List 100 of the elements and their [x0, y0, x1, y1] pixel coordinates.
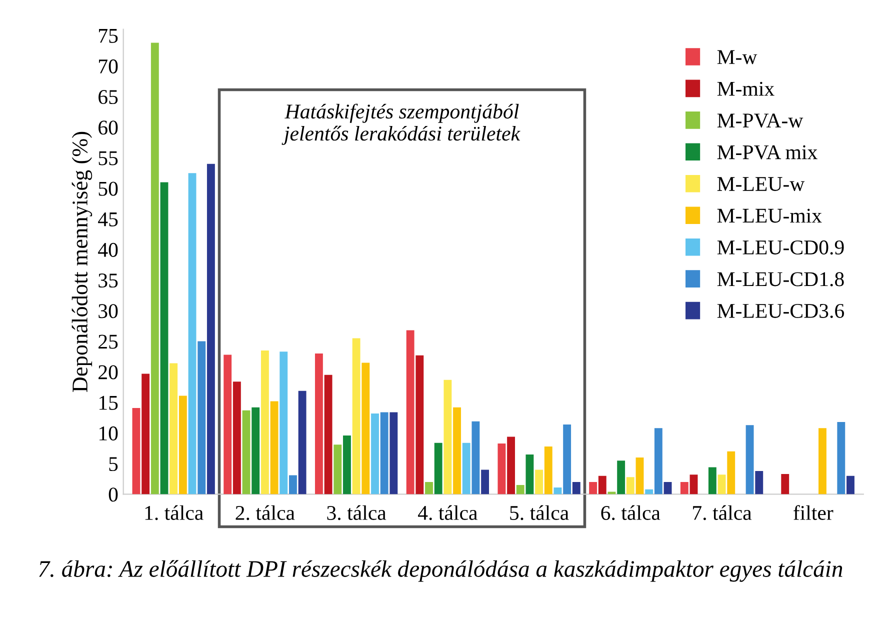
- bar: [755, 470, 764, 494]
- bar: [132, 408, 140, 494]
- bar: [781, 474, 790, 494]
- bar: [416, 355, 424, 494]
- bar: [690, 474, 698, 494]
- y-tick-label: 5: [109, 457, 118, 472]
- bar: [481, 470, 490, 494]
- bar: [680, 482, 688, 494]
- bar: [406, 330, 414, 494]
- x-tick-label: 4. tálca: [418, 505, 478, 520]
- bar: [425, 482, 433, 494]
- bar: [727, 451, 736, 494]
- bar: [334, 444, 342, 494]
- bar: [846, 476, 854, 494]
- bar: [645, 489, 654, 494]
- bar: [718, 474, 726, 494]
- x-tick-label: 3. tálca: [327, 505, 386, 520]
- x-tick-label: 7. tálca: [693, 505, 752, 520]
- bar: [617, 460, 626, 494]
- y-tick-label: 75: [99, 29, 118, 43]
- bar: [563, 424, 572, 494]
- legend-label: M-w: [717, 50, 758, 64]
- bar: [708, 467, 716, 494]
- bar: [324, 374, 332, 494]
- y-tick-label: 10: [99, 426, 118, 440]
- bar: [242, 410, 250, 494]
- bar: [142, 374, 150, 494]
- bar: [160, 182, 168, 494]
- y-tick-label: 20: [98, 365, 118, 380]
- bar: [390, 412, 398, 494]
- bar: [516, 485, 524, 494]
- bar: [589, 482, 598, 494]
- bar: [188, 173, 196, 494]
- bar: [837, 422, 846, 494]
- bar: [636, 458, 644, 494]
- y-tick-label: 35: [98, 274, 118, 288]
- bar: [472, 421, 480, 494]
- annotation: Hatáskifejtés szempontjából jelentős lerakódási területek: [282, 104, 520, 145]
- bar: [626, 477, 634, 494]
- bar: [314, 354, 323, 494]
- legend-label: M-LEU-CD0.9: [717, 240, 844, 255]
- legend-label: M-LEU-CD1.8: [717, 272, 844, 286]
- bar: [343, 435, 351, 494]
- bar: [371, 413, 379, 494]
- bar: [170, 363, 178, 494]
- legend-label: M-LEU-mix: [717, 208, 822, 223]
- bar: [206, 164, 215, 494]
- legend-label: M-PVA-w: [717, 114, 804, 128]
- y-tick-label: 40: [98, 242, 118, 257]
- bar: [232, 382, 241, 494]
- bar: [598, 476, 606, 494]
- y-tick-label: 25: [98, 334, 118, 349]
- x-tick-label: filter: [794, 505, 834, 520]
- bar: [654, 428, 662, 494]
- bar: [362, 362, 370, 494]
- bar: [572, 482, 580, 494]
- legend-label: M-LEU-w: [717, 177, 805, 192]
- x-tick-label: 1. tálca: [145, 505, 204, 520]
- bar: [746, 425, 754, 494]
- bar: [453, 407, 461, 494]
- y-tick-label: 45: [98, 212, 118, 226]
- bar: [298, 390, 306, 494]
- legend-label: M-LEU-CD3.6: [717, 304, 844, 318]
- y-axis-title: Deponálódott mennyiség (%): [72, 132, 92, 392]
- bar: [150, 42, 159, 494]
- y-tick-label: 0: [108, 488, 118, 502]
- bar: [554, 487, 562, 494]
- bar: [818, 428, 826, 494]
- bar: [198, 341, 206, 494]
- legend-label: M-PVA mix: [717, 145, 818, 160]
- bar: [434, 442, 442, 494]
- bar: [252, 407, 260, 494]
- bar: [289, 475, 297, 494]
- bar: [444, 380, 452, 494]
- bar: [352, 338, 360, 494]
- bar: [664, 482, 672, 494]
- y-tick-label: 30: [98, 304, 118, 318]
- y-tick-label: 55: [98, 151, 118, 166]
- bar: [526, 454, 534, 494]
- bar: [270, 401, 278, 494]
- bar: [544, 446, 552, 494]
- bar: [224, 354, 232, 494]
- y-tick-label: 50: [98, 182, 118, 196]
- y-tick-label: 65: [98, 90, 118, 104]
- y-tick-label: 70: [99, 59, 118, 74]
- bar: [178, 396, 187, 494]
- bar: [507, 436, 515, 494]
- y-tick-label: 15: [99, 396, 118, 410]
- bar: [535, 470, 544, 494]
- bar: [380, 412, 388, 494]
- y-tick-label: 60: [98, 120, 118, 135]
- x-tick-label: 2. tálca: [236, 505, 295, 520]
- bar: [462, 442, 470, 494]
- legend-label: M-mix: [717, 82, 774, 96]
- bar: [498, 443, 506, 494]
- x-tick-label: 6. tálca: [601, 505, 660, 520]
- text: 7. ábra: Az előállított DPI részecskék deponálódása a kaszkádimpaktor egyes tálcáin: [39, 560, 842, 582]
- x-tick-label: 5. tálca: [510, 505, 569, 520]
- bar: [260, 350, 269, 494]
- bar: [280, 352, 288, 494]
